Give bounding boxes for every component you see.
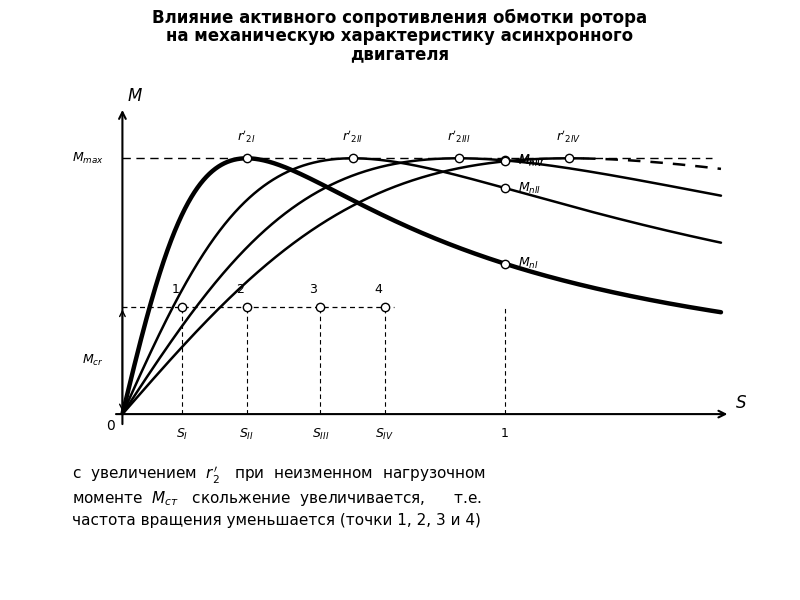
Text: Влияние активного сопротивления обмотки ротора: Влияние активного сопротивления обмотки … — [153, 9, 647, 27]
Text: $M_{nII}$: $M_{nII}$ — [518, 181, 542, 196]
Text: $r'_{2IV}$: $r'_{2IV}$ — [556, 129, 582, 145]
Text: $M_{nIII}$: $M_{nIII}$ — [518, 153, 544, 168]
Text: $M_{cr}$: $M_{cr}$ — [82, 353, 104, 368]
Text: 1: 1 — [171, 283, 179, 296]
Text: $r'_{2II}$: $r'_{2II}$ — [342, 129, 363, 145]
Text: моменте  $М_{ст}$   скольжение  увеличивается,      т.е.: моменте $М_{ст}$ скольжение увеличиваетс… — [72, 489, 482, 508]
Text: $S_{III}$: $S_{III}$ — [312, 427, 329, 442]
Text: 0: 0 — [106, 419, 115, 433]
Text: 4: 4 — [374, 283, 382, 296]
Text: $r'_{2I}$: $r'_{2I}$ — [238, 129, 256, 145]
Text: $S_{IV}$: $S_{IV}$ — [375, 427, 394, 442]
Text: $M_{max}$: $M_{max}$ — [72, 151, 104, 166]
Text: $M$: $M$ — [127, 86, 143, 104]
Text: $S$: $S$ — [734, 394, 747, 412]
Text: $r'_{2III}$: $r'_{2III}$ — [446, 129, 470, 145]
Text: 1: 1 — [501, 427, 509, 440]
Text: двигателя: двигателя — [350, 45, 450, 63]
Text: на механическую характеристику асинхронного: на механическую характеристику асинхронн… — [166, 27, 634, 45]
Text: $M_{nI}$: $M_{nI}$ — [518, 256, 539, 271]
Text: 2: 2 — [236, 283, 244, 296]
Text: $M_{nIV}$: $M_{nIV}$ — [518, 154, 546, 169]
Text: 3: 3 — [310, 283, 318, 296]
Text: с  увеличением  $r_2'$   при  неизменном  нагрузочном: с увеличением $r_2'$ при неизменном нагр… — [72, 465, 486, 486]
Text: $S_{II}$: $S_{II}$ — [239, 427, 254, 442]
Text: частота вращения уменьшается (точки 1, 2, 3 и 4): частота вращения уменьшается (точки 1, 2… — [72, 513, 481, 528]
Text: $S_I$: $S_I$ — [176, 427, 189, 442]
